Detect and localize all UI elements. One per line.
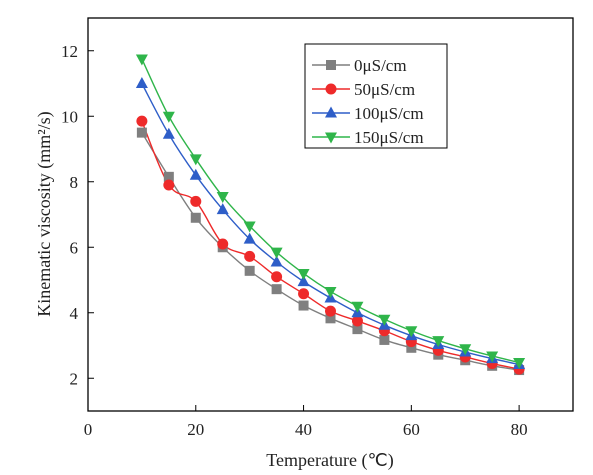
x-tick-label: 0	[84, 420, 93, 439]
data-point	[379, 334, 390, 345]
x-tick-label: 20	[187, 420, 204, 439]
data-point	[324, 286, 337, 298]
y-tick-label: 4	[70, 304, 79, 323]
data-point	[325, 305, 336, 317]
y-tick-label: 2	[70, 369, 79, 388]
data-point	[216, 203, 229, 215]
data-point	[270, 247, 283, 259]
data-point	[216, 191, 229, 203]
data-point	[163, 179, 175, 191]
legend-entry-4: 150μS/cm	[312, 128, 424, 147]
data-point	[459, 344, 472, 356]
data-point	[351, 315, 363, 327]
legend-entry-2: 50μS/cm	[312, 80, 415, 99]
data-point	[352, 324, 363, 335]
x-axis-title: Temperature (℃)	[266, 450, 393, 471]
plot-frame	[87, 17, 574, 412]
axis-ticks: 0 20 40 60 80 2 4 6 8 10 12	[61, 42, 528, 439]
data-point	[297, 275, 310, 287]
data-point	[406, 342, 417, 353]
legend: 0μS/cm 50μS/cm 100μS/cm 150μS/cm	[304, 43, 448, 149]
data-point	[136, 127, 147, 138]
y-tick-label: 6	[70, 238, 79, 257]
y-tick-label: 10	[61, 107, 78, 126]
data-point	[351, 301, 364, 313]
y-tick-label: 8	[70, 173, 79, 192]
legend-marker	[325, 132, 337, 144]
y-axis-title: Kinematic viscosity (mm²/s)	[34, 111, 55, 316]
data-point	[298, 288, 310, 300]
data-point	[135, 77, 148, 88]
data-point	[297, 268, 310, 280]
series-line-1	[141, 132, 520, 371]
legend-entry-1: 0μS/cm	[312, 56, 407, 75]
legend-label: 50μS/cm	[354, 80, 415, 99]
data-point	[243, 232, 256, 244]
legend-label: 0μS/cm	[354, 56, 407, 75]
data-point	[513, 358, 526, 370]
data-point	[486, 351, 499, 363]
data-point	[298, 300, 309, 311]
legend-label: 100μS/cm	[354, 104, 424, 123]
data-point	[244, 265, 255, 276]
series-points-1	[136, 127, 525, 376]
data-point	[189, 154, 202, 166]
data-point	[271, 271, 283, 283]
data-point	[243, 221, 256, 233]
legend-marker	[326, 60, 336, 70]
legend-label: 150μS/cm	[354, 128, 424, 147]
legend-marker	[325, 83, 337, 95]
series-markers	[135, 54, 526, 376]
data-point	[190, 212, 201, 223]
data-point	[325, 313, 336, 324]
data-point	[189, 168, 202, 180]
data-point	[136, 115, 148, 127]
data-point	[405, 326, 418, 338]
y-tick-label: 12	[61, 42, 78, 61]
x-tick-label: 40	[295, 420, 312, 439]
data-point	[135, 54, 148, 66]
data-point	[162, 127, 175, 139]
data-point	[378, 314, 391, 326]
data-point	[217, 238, 229, 250]
legend-entry-3: 100μS/cm	[312, 104, 424, 123]
x-tick-label: 60	[403, 420, 420, 439]
data-point	[162, 111, 175, 123]
data-point	[190, 195, 202, 207]
data-point	[270, 255, 283, 267]
data-point	[163, 171, 174, 182]
data-point	[432, 336, 445, 348]
legend-marker	[325, 106, 337, 118]
series-points-4	[135, 54, 526, 370]
data-point	[244, 250, 256, 262]
x-tick-label: 80	[511, 420, 528, 439]
data-point	[271, 284, 282, 295]
